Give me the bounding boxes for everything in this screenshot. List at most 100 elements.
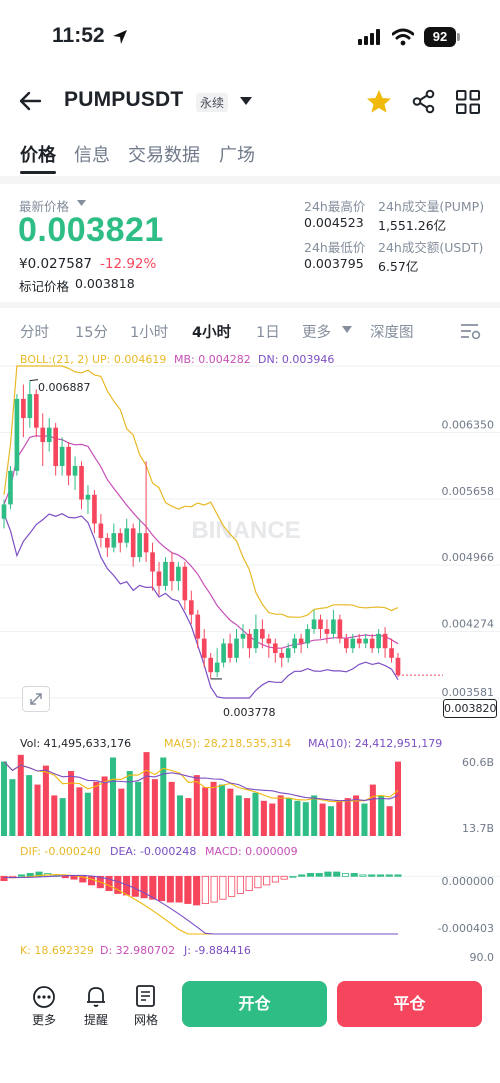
boll-middle-line xyxy=(3,434,399,649)
interval-1h[interactable]: 1小时 xyxy=(130,325,169,341)
candle xyxy=(1,504,7,519)
chart-settings-icon[interactable] xyxy=(460,322,482,340)
bell-icon[interactable] xyxy=(84,984,108,1009)
contract-type-badge: 永续 xyxy=(196,93,229,112)
candle xyxy=(66,446,71,476)
macd-bar xyxy=(0,875,8,882)
battery-tip xyxy=(457,33,460,41)
volume-bar xyxy=(143,752,150,836)
volume-bar xyxy=(9,779,16,836)
macd-bar xyxy=(105,875,113,892)
more-icon[interactable] xyxy=(32,985,56,1009)
macd-bar xyxy=(228,875,236,897)
candle xyxy=(21,398,26,419)
volume-bar xyxy=(17,754,24,836)
tab-trading-data[interactable]: 交易数据 xyxy=(128,145,200,166)
macd-dif-line xyxy=(3,873,398,935)
macd-bar xyxy=(333,871,341,877)
kdj-axis-top: 90.0 xyxy=(469,951,495,964)
amt-24h-label: 24h成交额(USDT) xyxy=(378,240,484,255)
candle xyxy=(156,571,162,586)
candle xyxy=(311,619,317,630)
boll-up-legend: UP: 0.004619 xyxy=(92,353,167,366)
tab-square[interactable]: 广场 xyxy=(219,145,255,166)
macd-bar xyxy=(114,875,122,894)
favorite-star-icon[interactable] xyxy=(366,89,392,114)
tab-info[interactable]: 信息 xyxy=(74,145,110,166)
candle xyxy=(59,446,65,467)
interval-time-share[interactable]: 分时 xyxy=(20,325,49,341)
back-arrow-icon[interactable] xyxy=(18,90,44,112)
volume-bar xyxy=(344,798,351,836)
volume-bar xyxy=(118,788,125,836)
candle xyxy=(298,638,304,644)
volume-bar xyxy=(109,757,116,836)
boll-mb-legend: MB: 0.004282 xyxy=(174,353,251,366)
y-tick-label: 0.006350 xyxy=(442,418,495,431)
macd-bar xyxy=(79,875,87,883)
candle xyxy=(324,629,330,634)
volume-bar xyxy=(311,795,318,836)
volume-bar xyxy=(59,798,66,836)
interval-4h[interactable]: 4小时 xyxy=(192,325,232,341)
candle xyxy=(382,633,388,649)
interval-more[interactable]: 更多 xyxy=(302,325,331,341)
binance-watermark: BINANCE xyxy=(191,517,300,544)
macd-axis-zero: 0.000000 xyxy=(441,875,495,888)
macd-bar xyxy=(350,873,358,877)
candle xyxy=(369,638,375,649)
grid-label[interactable]: 网格 xyxy=(133,1013,158,1027)
candle xyxy=(169,561,175,582)
caret-down-interval-icon[interactable] xyxy=(342,326,352,334)
grid-menu-icon[interactable] xyxy=(456,90,480,114)
macd-bar xyxy=(158,875,166,902)
candle xyxy=(247,633,252,649)
vol-ma5-line xyxy=(3,761,399,803)
macd-dea-legend: DEA: -0.000248 xyxy=(110,845,197,858)
volume-bar xyxy=(286,798,293,836)
section-divider-2 xyxy=(0,302,500,308)
boll-legend: BOLL:(21, 2) xyxy=(20,353,89,366)
volume-bar xyxy=(227,788,234,836)
candle xyxy=(214,662,220,673)
symbol-title[interactable]: PUMPUSDT xyxy=(64,88,184,111)
price-change-pct: -12.92% xyxy=(100,256,157,272)
signal-icon xyxy=(358,29,380,45)
volume-bar xyxy=(101,776,108,836)
alert-label[interactable]: 提醒 xyxy=(83,1013,108,1027)
open-position-button[interactable]: 开仓 xyxy=(182,981,327,1027)
tab-price[interactable]: 价格 xyxy=(20,145,56,166)
interval-depth[interactable]: 深度图 xyxy=(370,325,414,341)
interval-1d[interactable]: 1日 xyxy=(256,325,280,341)
more-label[interactable]: 更多 xyxy=(31,1013,56,1027)
caret-down-small-icon[interactable] xyxy=(77,200,86,207)
macd-bar xyxy=(35,871,43,877)
volume-bar xyxy=(126,771,133,836)
macd-bar xyxy=(131,875,139,897)
candle xyxy=(40,427,46,443)
candle xyxy=(143,533,149,553)
last-price: 0.003821 xyxy=(18,211,164,249)
close-position-button[interactable]: 平仓 xyxy=(337,981,482,1027)
candlestick-chart[interactable]: BINANCE 0.007043 0.006350 0.005658 0.004966… xyxy=(0,362,500,706)
candle xyxy=(72,466,78,476)
volume-bar xyxy=(244,798,251,836)
caret-down-icon[interactable] xyxy=(240,96,252,106)
volume-bar xyxy=(42,765,49,836)
grid-strategy-icon[interactable] xyxy=(134,984,158,1009)
location-arrow-icon xyxy=(113,30,127,44)
current-price-tag: 0.003820 xyxy=(443,699,497,718)
candle xyxy=(150,552,155,572)
kdj-d-legend: D: 32.980702 xyxy=(100,944,176,957)
macd-bar xyxy=(289,875,297,878)
low-24h: 0.003795 xyxy=(304,256,364,271)
share-icon[interactable] xyxy=(412,89,436,114)
expand-icon xyxy=(30,693,42,705)
macd-bar xyxy=(88,875,96,886)
volume-bar xyxy=(235,795,242,836)
volume-bar xyxy=(76,787,83,836)
interval-15m[interactable]: 15分 xyxy=(75,325,108,341)
fullscreen-button[interactable] xyxy=(22,686,50,712)
candle xyxy=(117,533,123,543)
cny-price: ¥0.027587 xyxy=(19,256,93,272)
